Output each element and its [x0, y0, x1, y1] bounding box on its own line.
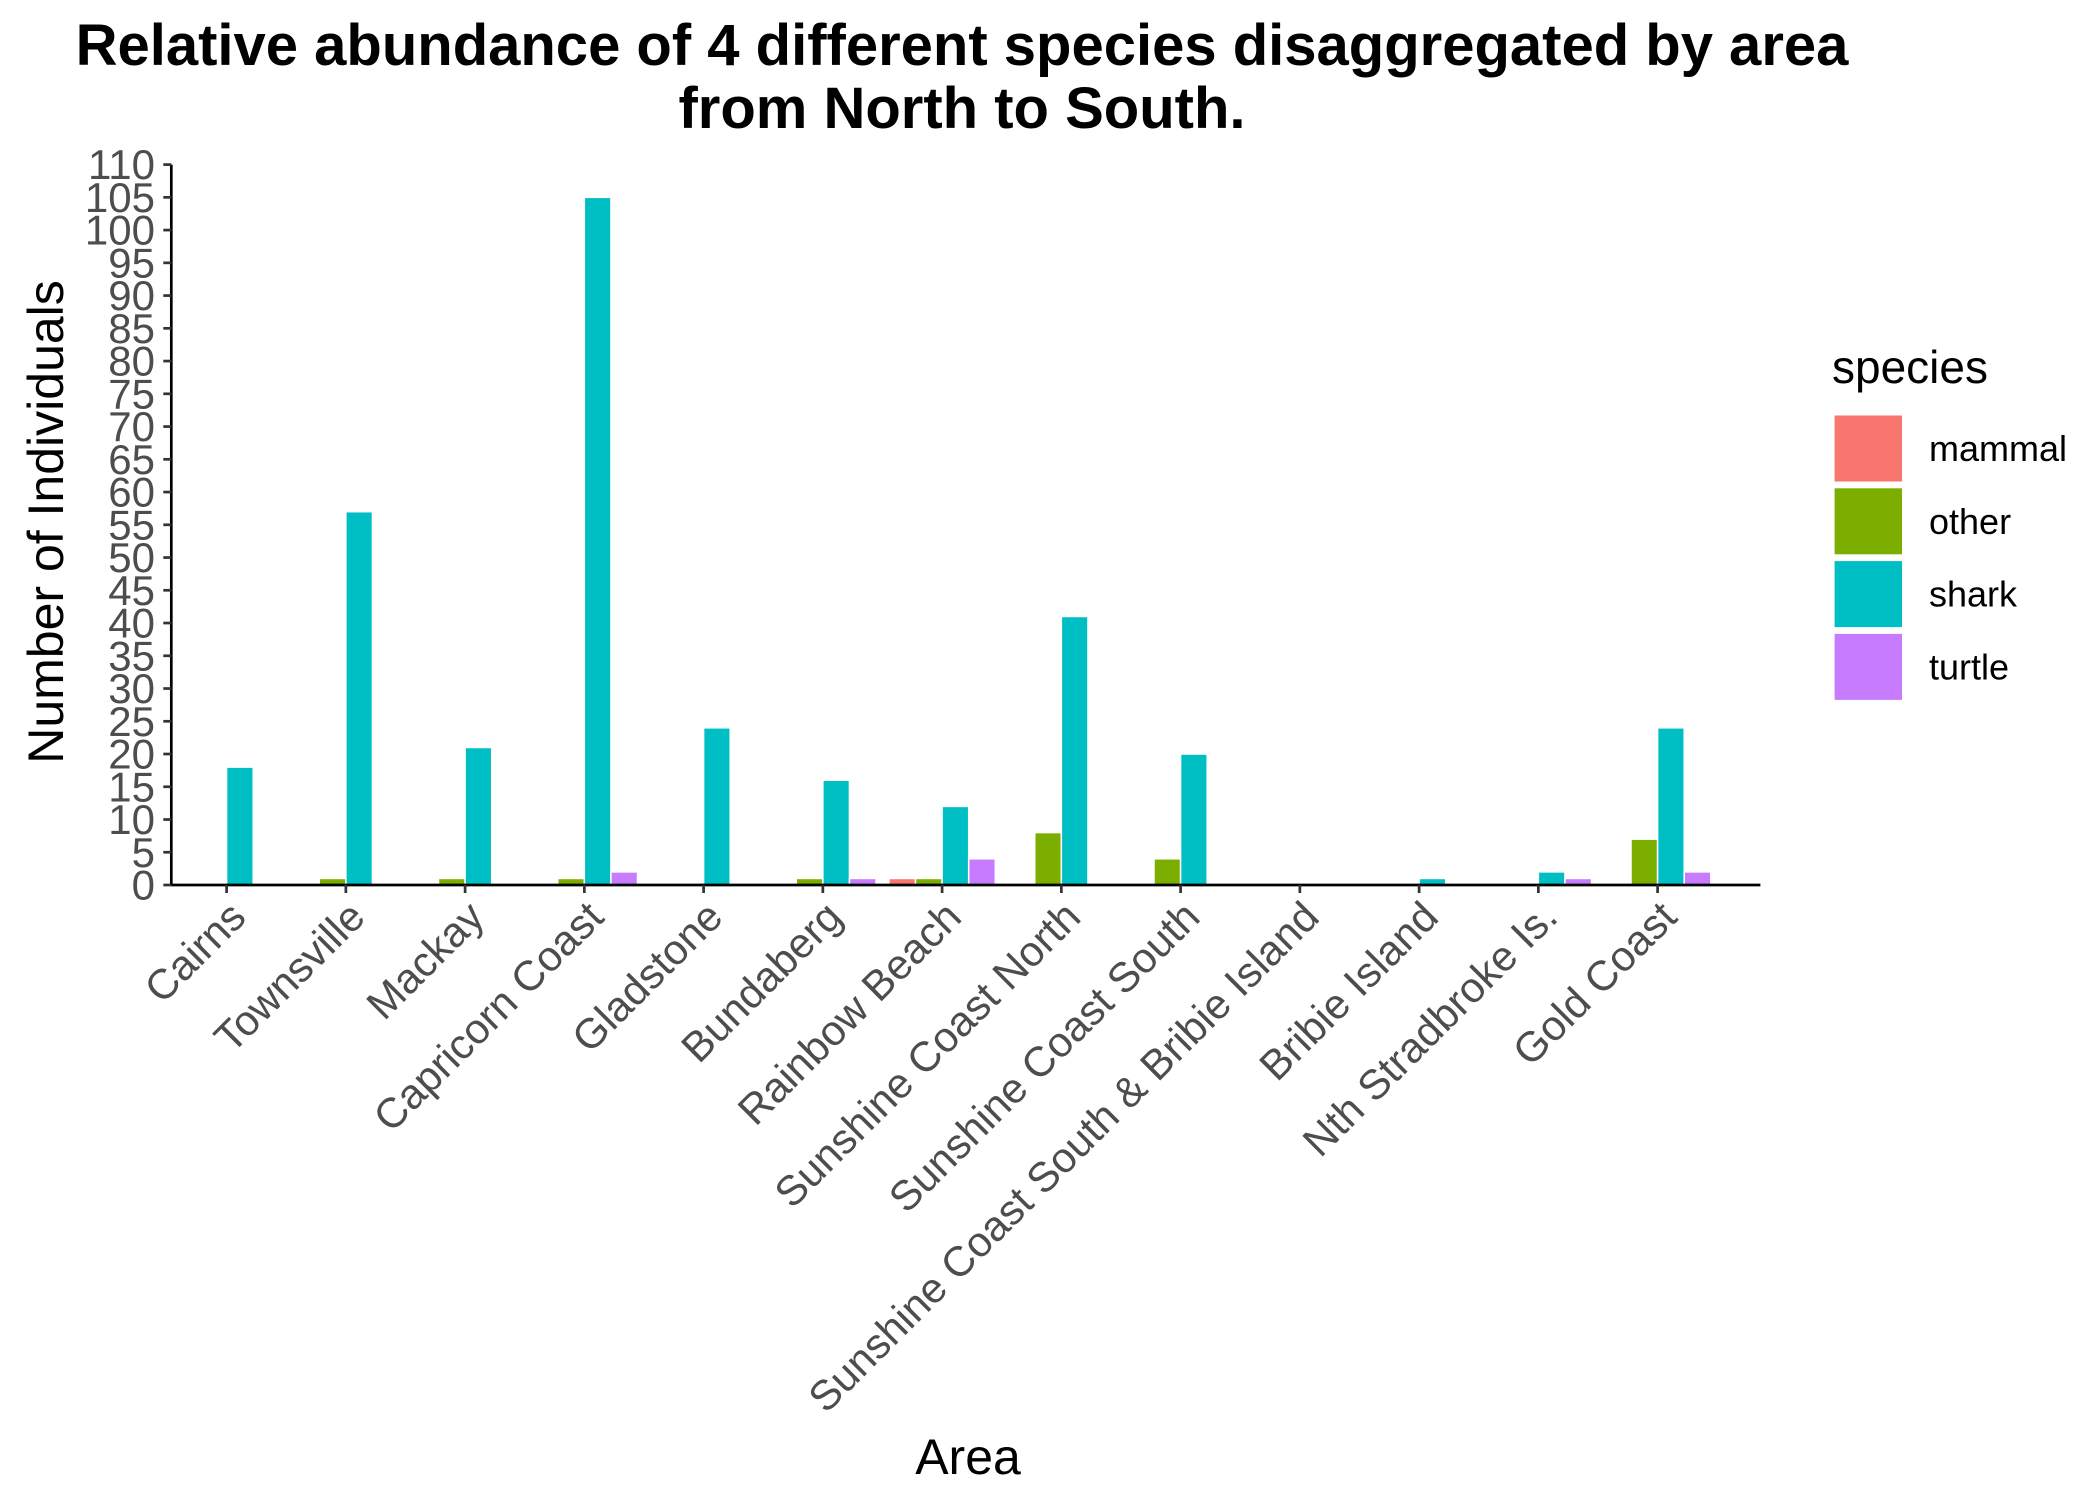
y-axis: 0510152025303540455055606570758085909510… — [85, 141, 173, 909]
legend-title: species — [1832, 341, 1988, 393]
bar-turtle-capricorn-coast — [610, 871, 639, 886]
y-tick-label: 50 — [108, 534, 155, 581]
y-tick-label: 55 — [108, 501, 155, 548]
y-tick-label: 95 — [108, 239, 155, 286]
y-tick-label: 110 — [88, 141, 155, 188]
bar-other-gold-coast — [1630, 838, 1659, 886]
legend-key-turtle — [1834, 633, 1902, 700]
chart-title-line-1: Relative abundance of 4 different specie… — [76, 13, 1850, 78]
bar-shark-mackay — [464, 746, 493, 886]
y-tick-label: 35 — [108, 632, 155, 679]
bar-shark-sunshine-coast-south — [1179, 753, 1208, 886]
y-tick-label: 0 — [132, 862, 155, 909]
bar-shark-bundaberg — [822, 779, 851, 886]
bar-shark-gladstone — [702, 727, 731, 886]
legend-label-mammal: mammal — [1929, 428, 2067, 469]
bar-turtle-gold-coast — [1683, 871, 1712, 886]
legend-label-other: other — [1929, 501, 2011, 542]
bar-shark-nth-stradbroke-is — [1537, 871, 1566, 886]
bar-other-sunshine-coast-south — [1153, 858, 1182, 886]
bars — [225, 196, 1712, 886]
legend-key-mammal — [1834, 415, 1902, 482]
bar-other-sunshine-coast-north — [1034, 831, 1063, 886]
y-tick-label: 15 — [108, 763, 155, 810]
y-tick-label: 100 — [85, 207, 155, 254]
y-tick-label: 20 — [108, 731, 155, 778]
bar-shark-sunshine-coast-north — [1060, 615, 1089, 886]
y-tick-label: 40 — [108, 600, 155, 647]
y-tick-label: 25 — [108, 698, 155, 745]
bar-shark-capricorn-coast — [583, 196, 612, 886]
bar-shark-townsville — [345, 510, 374, 886]
y-tick-label: 45 — [108, 567, 155, 614]
y-tick-label: 60 — [108, 469, 155, 516]
y-tick-label: 75 — [108, 370, 155, 417]
y-tick-label: 105 — [85, 174, 155, 221]
y-tick-label: 5 — [132, 829, 155, 876]
bar-shark-rainbow-beach — [941, 805, 970, 886]
y-tick-label: 85 — [108, 305, 155, 352]
y-tick-label: 30 — [108, 665, 155, 712]
bar-shark-gold-coast — [1656, 727, 1685, 886]
bar-turtle-rainbow-beach — [967, 858, 997, 886]
y-tick-label: 65 — [108, 436, 155, 483]
y-tick-label: 70 — [108, 403, 155, 450]
y-tick-label: 80 — [108, 338, 155, 385]
legend-label-shark: shark — [1929, 574, 2018, 615]
legend-key-shark — [1834, 561, 1902, 628]
legend-key-other — [1834, 488, 1902, 555]
legend-label-turtle: turtle — [1929, 646, 2009, 687]
chart-title-line-2: from North to South. — [678, 76, 1245, 141]
y-axis-title: Number of Individuals — [18, 280, 74, 764]
legend: species mammal other shark turtle — [1832, 341, 2067, 700]
bar-shark-cairns — [225, 766, 254, 886]
x-axis-title: Area — [915, 1429, 1021, 1485]
y-tick-label: 10 — [108, 796, 155, 843]
y-tick-label: 90 — [108, 272, 155, 319]
